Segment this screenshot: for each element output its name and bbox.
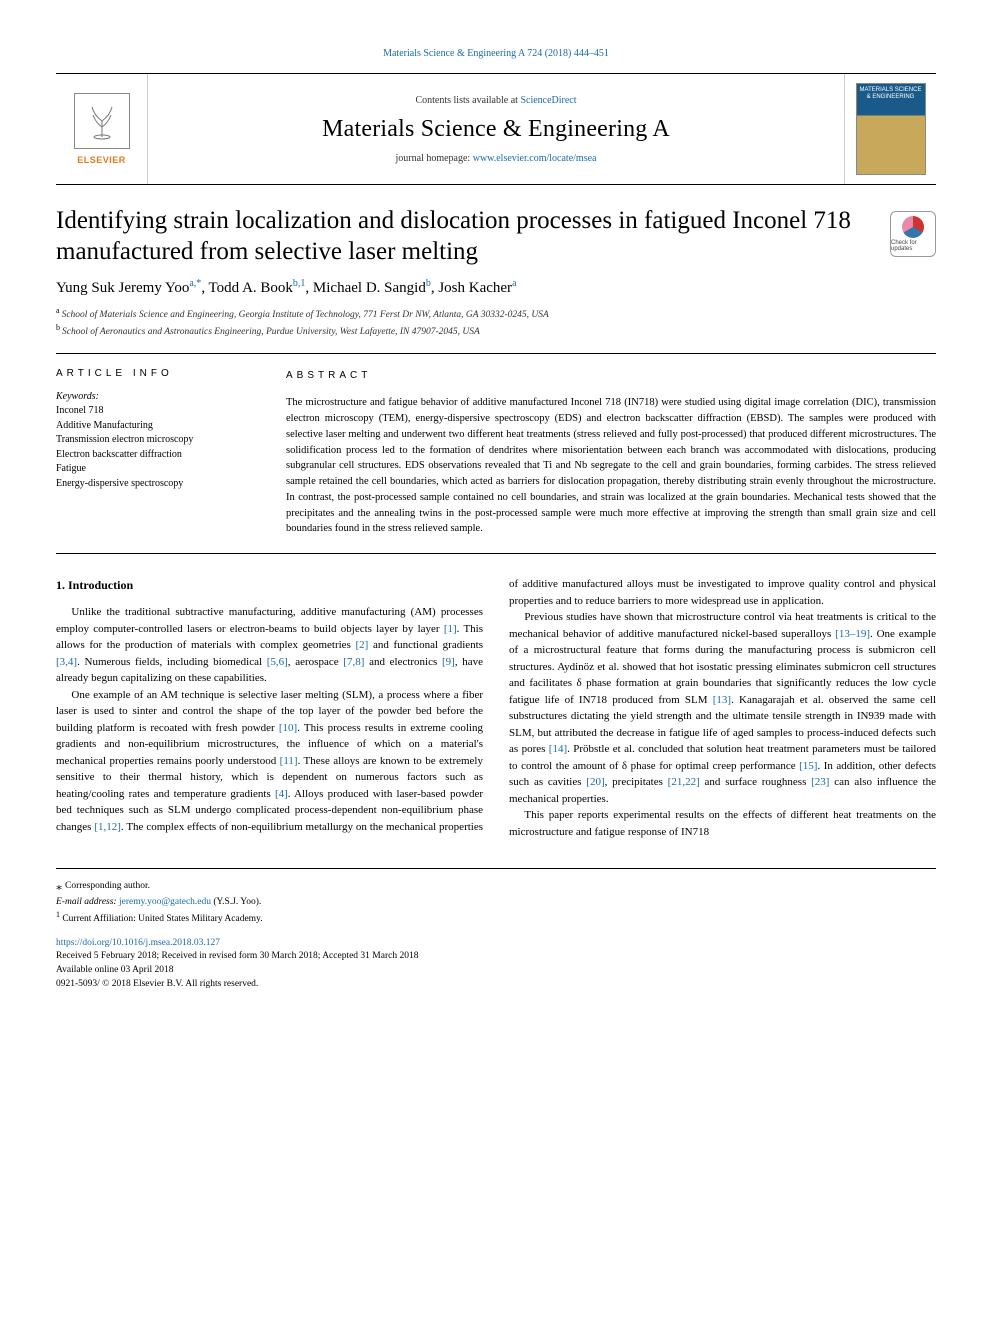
corr-text: Corresponding author. (65, 881, 150, 891)
cover-thumbnail: MATERIALS SCIENCE & ENGINEERING (856, 83, 926, 175)
keywords-heading: Keywords: (56, 391, 264, 402)
authors-line: Yung Suk Jeremy Yooa,*, Todd A. Bookb,1,… (56, 278, 936, 297)
abstract-text: The microstructure and fatigue behavior … (286, 395, 936, 537)
aff-label-a: a (56, 306, 60, 315)
journal-header: ELSEVIER Contents lists available at Sci… (56, 73, 936, 185)
author-email-link[interactable]: jeremy.yoo@gatech.edu (119, 897, 211, 907)
publisher-logo: ELSEVIER (56, 74, 148, 184)
page-footer: ⁎ Corresponding author. E-mail address: … (56, 868, 936, 992)
body-paragraph: Previous studies have shown that microst… (509, 609, 936, 807)
aff-text-b: School of Aeronautics and Astronautics E… (62, 327, 480, 337)
corresponding-author-note: ⁎ Corresponding author. (56, 877, 936, 895)
doi-link[interactable]: https://doi.org/10.1016/j.msea.2018.03.1… (56, 938, 220, 948)
section-heading-intro: 1. Introduction (56, 576, 483, 594)
homepage-link[interactable]: www.elsevier.com/locate/msea (473, 153, 597, 164)
email-line: E-mail address: jeremy.yoo@gatech.edu (Y… (56, 895, 936, 909)
doi-block: https://doi.org/10.1016/j.msea.2018.03.1… (56, 937, 936, 992)
journal-title: Materials Science & Engineering A (322, 116, 670, 143)
affiliations: aSchool of Materials Science and Enginee… (56, 305, 936, 340)
check-for-updates-badge[interactable]: Check for updates (890, 211, 936, 257)
article-info: ARTICLE INFO Keywords: Inconel 718 Addit… (56, 368, 286, 537)
footnote-1: 1 Current Affiliation: United States Mil… (56, 909, 936, 926)
keyword-item: Inconel 718 (56, 404, 264, 419)
body-paragraph: This paper reports experimental results … (509, 807, 936, 840)
journal-homepage-line: journal homepage: www.elsevier.com/locat… (396, 153, 597, 164)
journal-cover: MATERIALS SCIENCE & ENGINEERING (844, 74, 936, 184)
keyword-item: Fatigue (56, 462, 264, 477)
email-label: E-mail address: (56, 897, 119, 907)
abstract-label: ABSTRACT (286, 368, 936, 383)
footnote-1-text: Current Affiliation: United States Milit… (62, 914, 262, 924)
available-line: Available online 03 April 2018 (56, 964, 936, 978)
info-abstract-block: ARTICLE INFO Keywords: Inconel 718 Addit… (56, 353, 936, 554)
affiliation-a: aSchool of Materials Science and Enginee… (56, 305, 936, 322)
contents-available-line: Contents lists available at ScienceDirec… (415, 95, 576, 106)
body-columns: 1. Introduction Unlike the traditional s… (56, 576, 936, 840)
article-info-label: ARTICLE INFO (56, 368, 264, 379)
journal-header-center: Contents lists available at ScienceDirec… (148, 74, 844, 184)
aff-label-b: b (56, 323, 60, 332)
keyword-item: Transmission electron microscopy (56, 433, 264, 448)
keyword-item: Energy-dispersive spectroscopy (56, 477, 264, 492)
contents-prefix: Contents lists available at (415, 95, 520, 106)
header-citation: Materials Science & Engineering A 724 (2… (56, 48, 936, 59)
check-updates-label: Check for updates (891, 240, 935, 252)
abstract: ABSTRACT The microstructure and fatigue … (286, 368, 936, 537)
article-title: Identifying strain localization and disl… (56, 205, 874, 268)
received-line: Received 5 February 2018; Received in re… (56, 950, 936, 964)
aff-text-a: School of Materials Science and Engineer… (62, 310, 549, 320)
elsevier-tree-icon (74, 93, 130, 149)
sciencedirect-link[interactable]: ScienceDirect (520, 95, 576, 106)
copyright-line: 0921-5093/ © 2018 Elsevier B.V. All righ… (56, 978, 936, 992)
body-paragraph: Unlike the traditional subtractive manuf… (56, 604, 483, 687)
keywords-list: Inconel 718 Additive Manufacturing Trans… (56, 404, 264, 491)
affiliation-b: bSchool of Aeronautics and Astronautics … (56, 322, 936, 339)
keyword-item: Additive Manufacturing (56, 419, 264, 434)
publisher-name: ELSEVIER (77, 155, 126, 165)
email-paren: (Y.S.J. Yoo). (211, 897, 261, 907)
keyword-item: Electron backscatter diffraction (56, 448, 264, 463)
crossmark-icon (902, 216, 924, 238)
homepage-prefix: journal homepage: (396, 153, 473, 164)
